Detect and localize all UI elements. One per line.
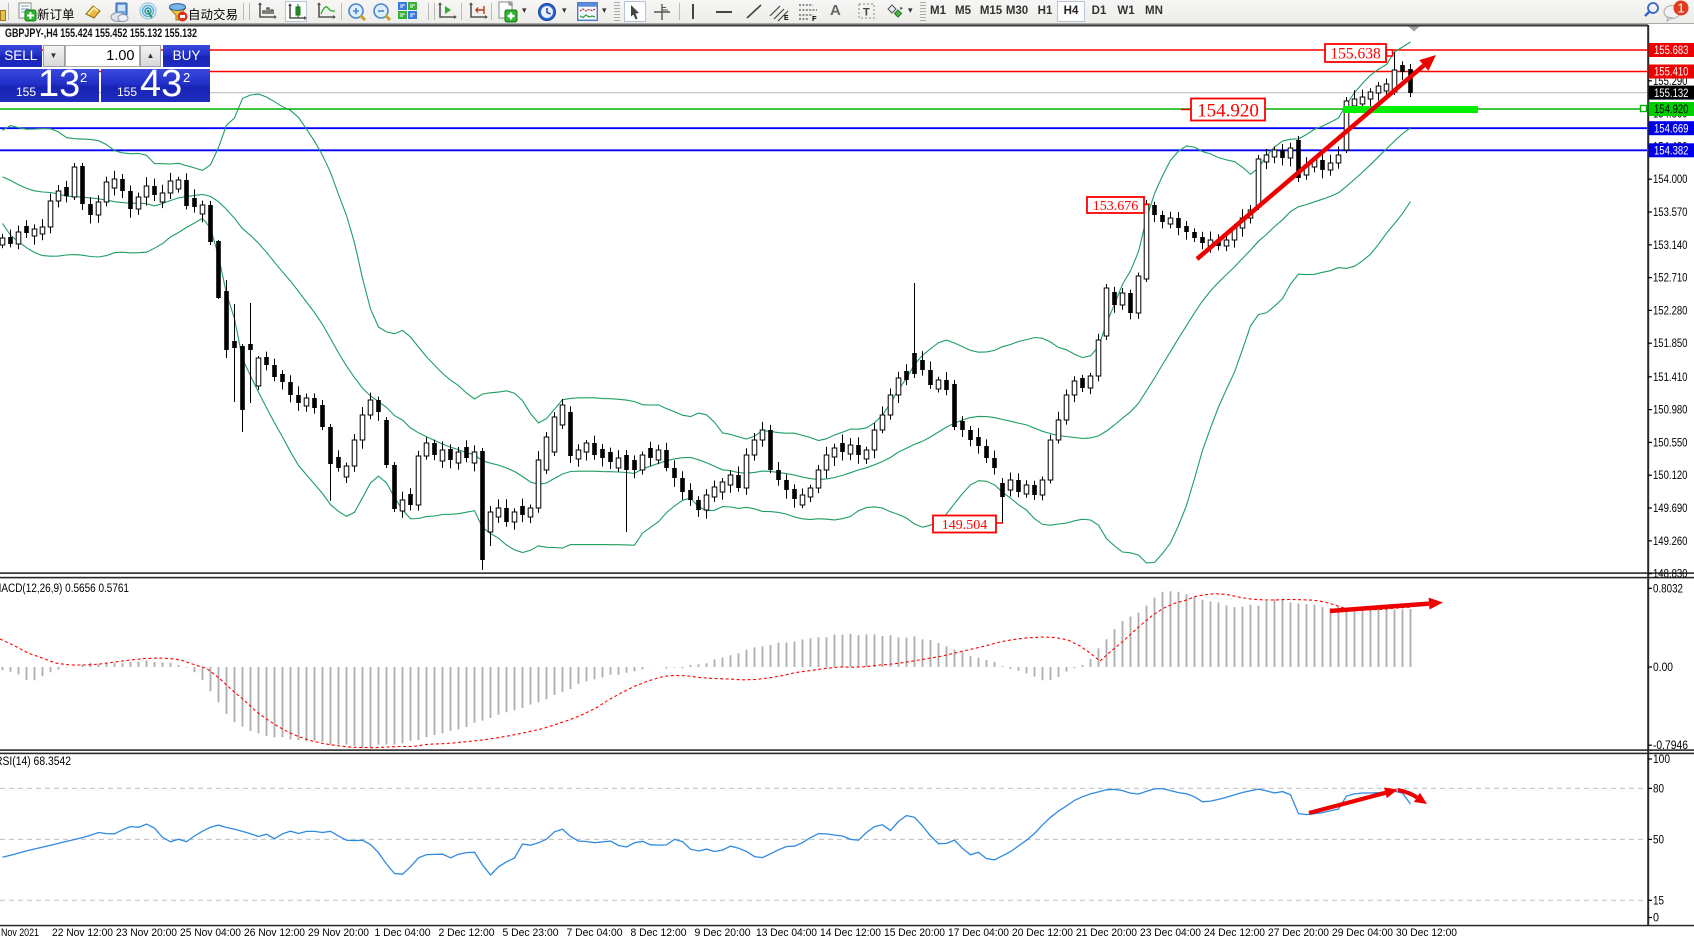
svg-text:GBPJPY-,H4 155.424 155.452 15: GBPJPY-,H4 155.424 155.452 155.132 155.1… xyxy=(5,28,197,40)
svg-text:154.920: 154.920 xyxy=(1197,100,1259,121)
svg-text:-0.7946: -0.7946 xyxy=(1653,740,1688,752)
svg-text:24 Dec 12:00: 24 Dec 12:00 xyxy=(1204,927,1265,939)
svg-text:149.690: 149.690 xyxy=(1653,503,1688,515)
svg-text:155.683: 155.683 xyxy=(1654,45,1689,57)
svg-text:27 Dec 20:00: 27 Dec 20:00 xyxy=(1268,927,1329,939)
svg-text:153.676: 153.676 xyxy=(1093,199,1139,214)
svg-text:29 Dec 04:00: 29 Dec 04:00 xyxy=(1332,927,1393,939)
svg-text:29 Nov 20:00: 29 Nov 20:00 xyxy=(308,927,369,939)
svg-text:23 Nov 20:00: 23 Nov 20:00 xyxy=(116,927,177,939)
svg-text:151.410: 151.410 xyxy=(1653,372,1688,384)
svg-text:0: 0 xyxy=(1653,913,1659,925)
svg-text:149.504: 149.504 xyxy=(942,518,988,533)
svg-text:149.260: 149.260 xyxy=(1653,536,1688,548)
svg-text:Nov 2021: Nov 2021 xyxy=(1,927,39,939)
svg-text:20 Dec 12:00: 20 Dec 12:00 xyxy=(1012,927,1073,939)
svg-text:155.638: 155.638 xyxy=(1330,46,1381,63)
svg-text:155.410: 155.410 xyxy=(1654,67,1689,79)
svg-text:0.00: 0.00 xyxy=(1653,662,1673,674)
svg-text:15: 15 xyxy=(1653,895,1664,907)
svg-text:17 Dec 04:00: 17 Dec 04:00 xyxy=(948,927,1009,939)
svg-text:153.570: 153.570 xyxy=(1653,207,1688,219)
svg-text:7 Dec 04:00: 7 Dec 04:00 xyxy=(567,927,623,939)
svg-text:152.280: 152.280 xyxy=(1653,305,1688,317)
svg-text:155.290: 155.290 xyxy=(1653,76,1688,88)
svg-text:2 Dec 12:00: 2 Dec 12:00 xyxy=(439,927,495,939)
svg-text:150.550: 150.550 xyxy=(1653,437,1688,449)
svg-text:22 Nov 12:00: 22 Nov 12:00 xyxy=(52,927,113,939)
svg-text:5 Dec 23:00: 5 Dec 23:00 xyxy=(503,927,559,939)
svg-text:E: E xyxy=(784,15,789,22)
svg-text:154.382: 154.382 xyxy=(1654,146,1689,158)
svg-text:0.8032: 0.8032 xyxy=(1653,583,1683,595)
svg-text:F: F xyxy=(812,14,817,22)
svg-text:T: T xyxy=(863,7,870,19)
svg-text:25 Nov 04:00: 25 Nov 04:00 xyxy=(180,927,241,939)
svg-text:153.140: 153.140 xyxy=(1653,240,1688,252)
svg-text:151.850: 151.850 xyxy=(1653,338,1688,350)
svg-text:1 Dec 04:00: 1 Dec 04:00 xyxy=(375,927,431,939)
svg-text:150.980: 150.980 xyxy=(1653,405,1688,417)
svg-text:23 Dec 04:00: 23 Dec 04:00 xyxy=(1140,927,1201,939)
svg-text:RSI(14) 68.3542: RSI(14) 68.3542 xyxy=(0,756,71,768)
svg-text:100: 100 xyxy=(1653,754,1670,766)
svg-text:154.920: 154.920 xyxy=(1654,104,1689,116)
svg-text:154.669: 154.669 xyxy=(1654,123,1689,135)
svg-text:21 Dec 20:00: 21 Dec 20:00 xyxy=(1076,927,1137,939)
svg-text:155.132: 155.132 xyxy=(1654,88,1689,100)
svg-text:8 Dec 12:00: 8 Dec 12:00 xyxy=(631,927,687,939)
svg-text:154.000: 154.000 xyxy=(1653,174,1688,186)
svg-text:9 Dec 20:00: 9 Dec 20:00 xyxy=(695,927,751,939)
svg-text:15 Dec 20:00: 15 Dec 20:00 xyxy=(884,927,945,939)
svg-text:30 Dec 12:00: 30 Dec 12:00 xyxy=(1396,927,1457,939)
svg-text:1: 1 xyxy=(1677,1,1684,16)
svg-text:80: 80 xyxy=(1653,783,1664,795)
svg-text:MACD(12,26,9) 0.5656 0.5761: MACD(12,26,9) 0.5656 0.5761 xyxy=(0,583,129,595)
svg-text:148.830: 148.830 xyxy=(1653,569,1688,581)
svg-text:50: 50 xyxy=(1653,834,1664,846)
svg-text:13 Dec 04:00: 13 Dec 04:00 xyxy=(756,927,817,939)
svg-text:152.710: 152.710 xyxy=(1653,273,1688,285)
svg-text:14 Dec 12:00: 14 Dec 12:00 xyxy=(820,927,881,939)
svg-text:26 Nov 12:00: 26 Nov 12:00 xyxy=(244,927,305,939)
svg-text:150.120: 150.120 xyxy=(1653,470,1688,482)
